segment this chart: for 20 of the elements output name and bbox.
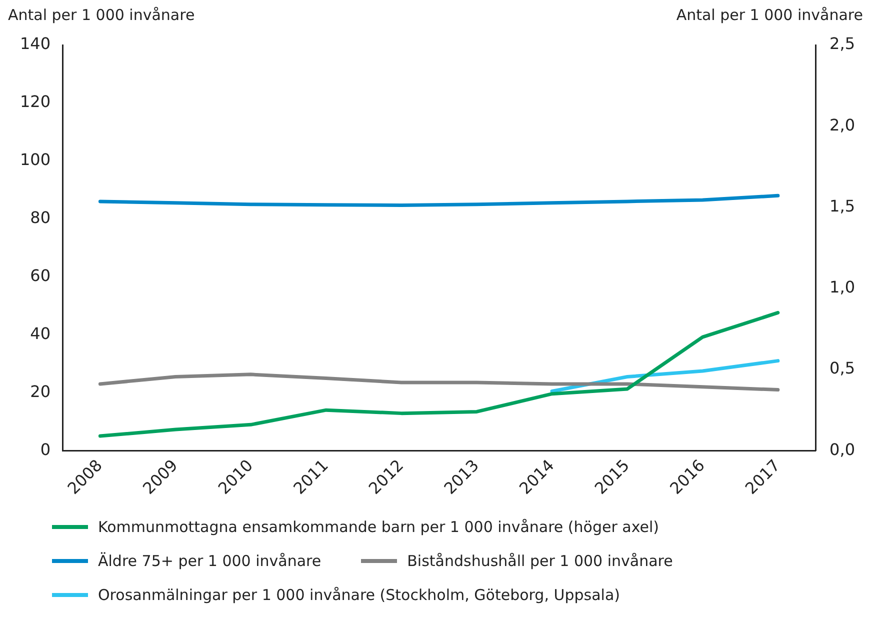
y-tick-label: 40 — [30, 324, 51, 343]
y-tick-label: 20 — [30, 382, 51, 401]
y-tick-label: 0 — [40, 440, 51, 459]
y2-tick-label: 0,5 — [830, 358, 856, 378]
y-tick-label: 80 — [30, 208, 51, 227]
y2-tick-label: 2,5 — [830, 34, 856, 54]
legend-label: Orosanmälningar per 1 000 invånare (Stockholm, Göteborg, Uppsala) — [98, 586, 620, 604]
y2-tick-label: 1,0 — [830, 278, 856, 297]
legend-label: Äldre 75+ per 1 000 invånare — [98, 552, 322, 570]
y2-tick-label: 2,0 — [830, 115, 856, 134]
legend-label: Biståndshushåll per 1 000 invånare — [407, 552, 673, 570]
y2-axis-title: Antal per 1 000 invånare — [676, 6, 863, 24]
y-axis-title: Antal per 1 000 invånare — [8, 6, 195, 24]
legend-label: Kommunmottagna ensamkommande barn per 1 000 invånare (höger axel) — [98, 518, 659, 536]
y-tick-label: 60 — [30, 266, 51, 285]
y-tick-label: 100 — [20, 150, 51, 170]
y-tick-label: 140 — [20, 34, 51, 54]
y-tick-label: 120 — [20, 92, 51, 112]
y2-tick-label: 1,5 — [830, 196, 856, 216]
y2-tick-label: 0,0 — [830, 440, 856, 459]
